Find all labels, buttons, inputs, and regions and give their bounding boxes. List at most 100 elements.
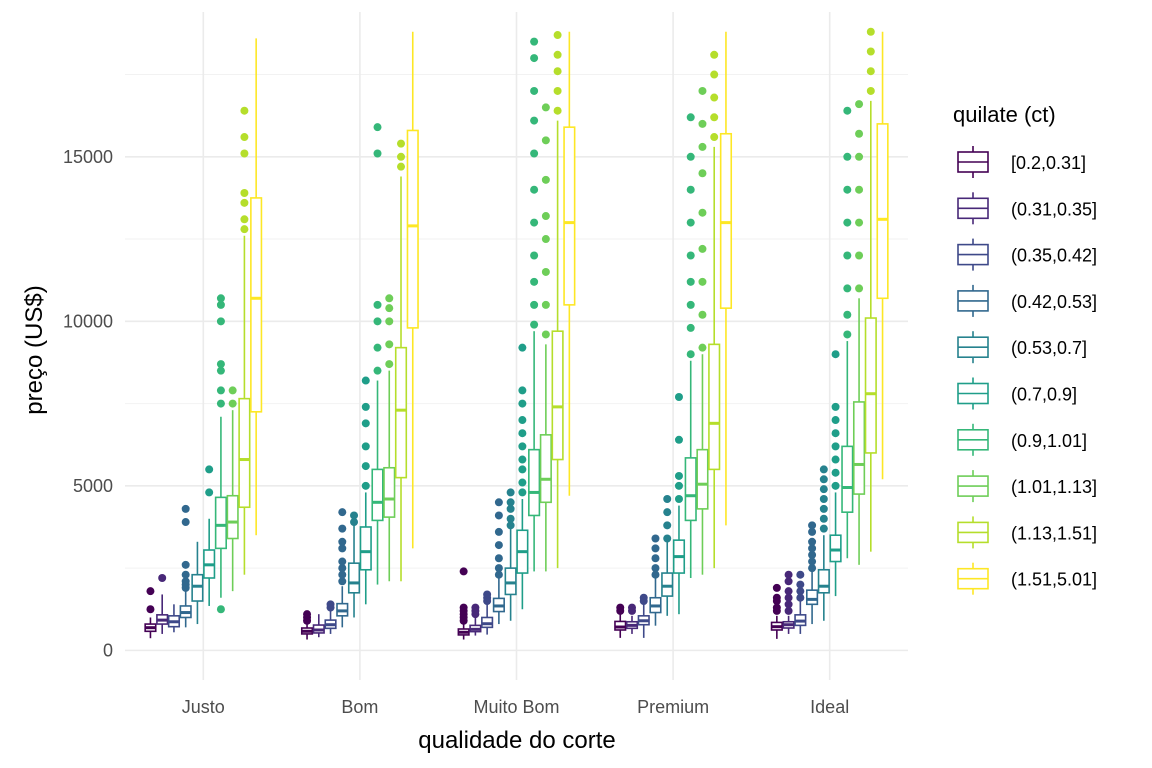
outlier-point [506,488,515,497]
outlier-point [698,169,707,178]
outlier-point [674,393,683,402]
outlier-point [819,475,828,484]
outlier-point [216,605,225,614]
outlier-point [506,498,515,507]
y-tick-label: 15000 [63,147,113,167]
outlier-point [216,300,225,309]
outlier-point [518,442,527,451]
outlier-point [686,218,695,227]
outlier-point [518,465,527,474]
outlier-point [796,570,805,579]
outlier-point [530,277,539,286]
y-tick-label: 10000 [63,311,113,331]
legend-label: (0.31,0.35] [1011,199,1097,219]
box-group [829,350,842,597]
outlier-point [674,481,683,490]
outlier-point [385,340,394,349]
outlier-point [784,577,793,586]
box-group [492,498,505,625]
box-group [852,100,866,565]
outlier-point [326,600,335,609]
outlier-point [651,554,660,563]
box-group [516,343,529,610]
outlier-point [541,267,550,276]
box [383,466,396,518]
box [371,468,384,522]
box-group [324,600,337,634]
outlier-point [530,185,539,194]
x-tick-label: Premium [637,697,709,717]
outlier-point [808,544,817,553]
outlier-point [361,402,370,411]
outlier-point [385,360,394,369]
outlier-point [397,152,406,161]
box-group [347,511,361,618]
outlier-point [855,251,864,260]
outlier-point [663,521,672,530]
outlier-point [361,419,370,428]
box-group [203,465,216,606]
outlier-point [686,152,695,161]
outlier-point [361,481,370,490]
outlier-point [831,468,840,477]
outlier-point [385,304,394,313]
box [841,445,854,513]
outlier-point [698,86,707,95]
outlier-point [843,152,852,161]
box-group [250,38,263,536]
y-axis-title: preço (US$) [21,285,48,414]
outlier-point [831,350,840,359]
box-group [226,386,239,592]
outlier-point [831,416,840,425]
legend-item: (1.51,5.01] [957,562,1097,595]
box-group [672,393,686,615]
outlier-point [698,277,707,286]
box [238,397,251,509]
box-group [696,86,709,575]
outlier-point [843,106,852,115]
outlier-point [541,136,550,145]
y-tick-label: 5000 [73,476,113,496]
outlier-point [639,593,648,602]
box [696,448,709,510]
outlier-point [819,465,828,474]
outlier-point [506,521,515,530]
box [504,567,517,596]
outlier-point [385,294,394,303]
outlier-point [471,603,480,612]
legend-item: (0.35,0.42] [957,238,1097,271]
outlier-point [674,495,683,504]
outlier-point [819,524,828,533]
outlier-point [808,537,817,546]
box [864,317,877,454]
box-group [481,590,494,635]
box-group [504,488,517,621]
outlier-point [674,471,683,480]
box-group [469,603,482,636]
outlier-point [303,610,312,619]
box-group [336,508,349,628]
outlier-point [831,442,840,451]
legend-label: (1.13,1.51] [1011,523,1097,543]
outlier-point [855,129,864,138]
outlier-point [530,116,539,125]
outlier-point [772,583,781,592]
box-group [394,139,408,582]
outlier-point [361,376,370,385]
outlier-point [796,593,805,602]
outlier-point [338,537,347,546]
outlier-point [240,188,249,197]
legend-item: (0.53,0.7] [957,331,1087,364]
outlier-point [506,504,515,513]
outlier-point [553,67,562,76]
outlier-point [866,27,875,36]
outlier-point [710,133,719,142]
box-group [782,570,795,634]
outlier-point [494,527,503,536]
box-group [406,31,419,549]
outlier-point [240,106,249,115]
outlier-point [373,343,382,352]
outlier-point [338,570,347,579]
outlier-point [373,123,382,132]
outlier-point [553,86,562,95]
